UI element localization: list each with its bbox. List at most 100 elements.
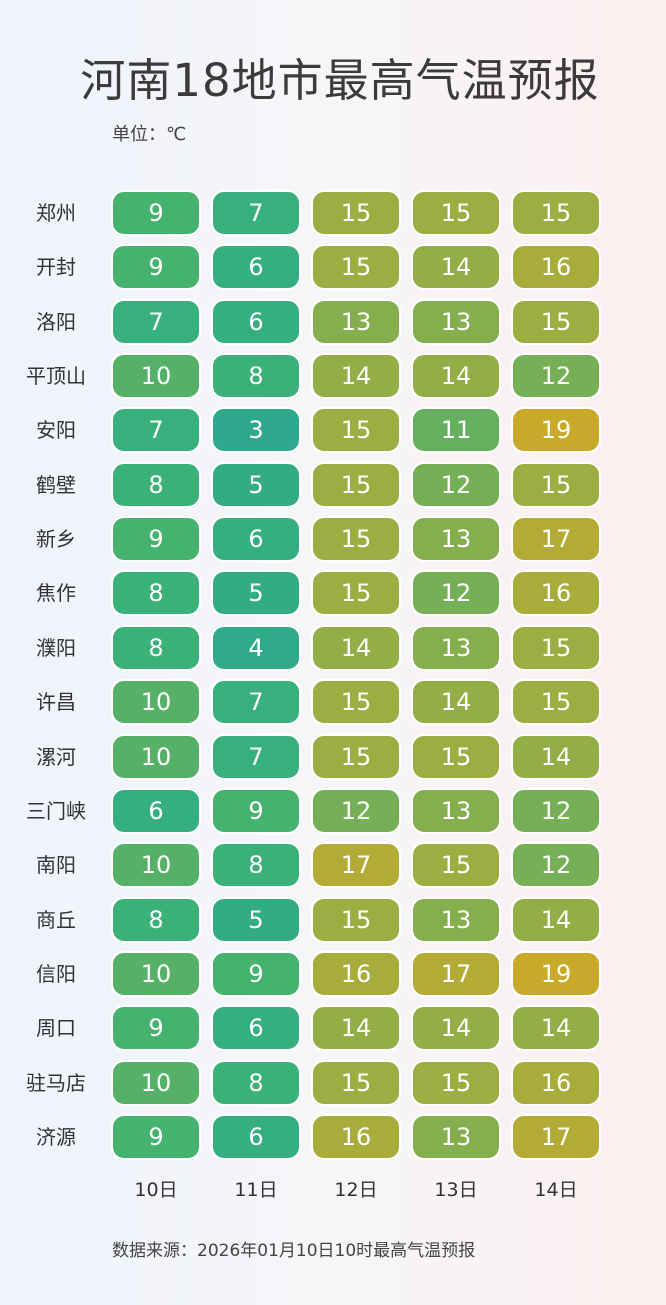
- heatmap-cell: 7: [211, 679, 301, 725]
- heatmap-cell: 14: [311, 353, 401, 399]
- heatmap-cell: 13: [411, 1114, 501, 1160]
- heatmap-cell: 17: [511, 516, 601, 562]
- city-label: 开封: [36, 255, 76, 279]
- heatmap-cell: 12: [511, 842, 601, 888]
- heatmap-cell: 6: [211, 244, 301, 290]
- heatmap-cell: 9: [211, 951, 301, 997]
- heatmap-cell: 10: [111, 734, 201, 780]
- heatmap-cell: 8: [111, 625, 201, 671]
- heatmap-cell: 8: [211, 1060, 301, 1106]
- city-label: 许昌: [36, 690, 76, 714]
- data-source-note: 数据来源：2026年01月10日10时最高气温预报: [112, 1241, 476, 1261]
- heatmap-cell: 10: [111, 679, 201, 725]
- heatmap-cell: 13: [411, 516, 501, 562]
- heatmap-cell: 14: [411, 353, 501, 399]
- heatmap-cell: 14: [511, 734, 601, 780]
- heatmap-cell: 9: [111, 516, 201, 562]
- heatmap-cell: 15: [311, 734, 401, 780]
- heatmap-cell: 8: [111, 897, 201, 943]
- heatmap-cell: 16: [511, 244, 601, 290]
- heatmap-cell: 12: [311, 788, 401, 834]
- heatmap-cell: 15: [311, 244, 401, 290]
- heatmap-cell: 5: [211, 570, 301, 616]
- heatmap-cell: 15: [311, 570, 401, 616]
- city-label: 漯河: [36, 745, 76, 769]
- heatmap-cell: 12: [411, 570, 501, 616]
- heatmap-cell: 9: [211, 788, 301, 834]
- city-label: 商丘: [36, 908, 76, 932]
- heatmap-cell: 8: [111, 462, 201, 508]
- heatmap-cell: 14: [311, 625, 401, 671]
- heatmap-cell: 14: [511, 1005, 601, 1051]
- heatmap-cell: 9: [111, 244, 201, 290]
- heatmap-cell: 15: [511, 299, 601, 345]
- heatmap-cell: 13: [411, 299, 501, 345]
- city-label: 郑州: [36, 201, 76, 225]
- heatmap-cell: 16: [311, 1114, 401, 1160]
- heatmap-cell: 15: [311, 516, 401, 562]
- heatmap-cell: 13: [411, 897, 501, 943]
- heatmap-cell: 12: [511, 788, 601, 834]
- heatmap-cell: 19: [511, 951, 601, 997]
- city-label: 平顶山: [26, 364, 86, 388]
- heatmap-cell: 15: [311, 1060, 401, 1106]
- heatmap-cell: 17: [511, 1114, 601, 1160]
- heatmap-cell: 4: [211, 625, 301, 671]
- heatmap-cell: 15: [311, 407, 401, 453]
- heatmap-cell: 15: [411, 1060, 501, 1106]
- heatmap-cell: 10: [111, 951, 201, 997]
- heatmap-cell: 15: [511, 625, 601, 671]
- heatmap-cell: 15: [311, 679, 401, 725]
- heatmap-cell: 12: [411, 462, 501, 508]
- heatmap-cell: 14: [411, 1005, 501, 1051]
- city-label: 济源: [36, 1125, 76, 1149]
- day-label: 12日: [334, 1179, 378, 1201]
- heatmap-cell: 16: [311, 951, 401, 997]
- heatmap-cell: 16: [511, 570, 601, 616]
- city-label: 新乡: [36, 527, 76, 551]
- city-label: 信阳: [36, 962, 76, 986]
- city-label: 三门峡: [26, 799, 86, 823]
- city-label: 南阳: [36, 853, 76, 877]
- heatmap-cell: 13: [311, 299, 401, 345]
- heatmap-cell: 16: [511, 1060, 601, 1106]
- heatmap-cell: 7: [211, 190, 301, 236]
- heatmap-cell: 9: [111, 1114, 201, 1160]
- city-label: 周口: [36, 1016, 76, 1040]
- heatmap-cell: 15: [411, 734, 501, 780]
- heatmap-cell: 15: [311, 190, 401, 236]
- heatmap-cell: 14: [311, 1005, 401, 1051]
- heatmap-cell: 5: [211, 897, 301, 943]
- heatmap-cell: 17: [311, 842, 401, 888]
- heatmap-cell: 8: [211, 353, 301, 399]
- heatmap-cell: 17: [411, 951, 501, 997]
- heatmap-cell: 7: [211, 734, 301, 780]
- heatmap-cell: 11: [411, 407, 501, 453]
- heatmap-cell: 19: [511, 407, 601, 453]
- heatmap-cell: 8: [211, 842, 301, 888]
- heatmap-cell: 6: [211, 299, 301, 345]
- heatmap-cell: 6: [111, 788, 201, 834]
- heatmap-cell: 8: [111, 570, 201, 616]
- heatmap-cell: 14: [411, 679, 501, 725]
- heatmap-cell: 13: [411, 625, 501, 671]
- day-label: 11日: [234, 1179, 278, 1201]
- heatmap-cell: 10: [111, 1060, 201, 1106]
- heatmap-cell: 7: [111, 407, 201, 453]
- heatmap-cell: 9: [111, 190, 201, 236]
- heatmap-cell: 15: [411, 190, 501, 236]
- heatmap-cell: 15: [511, 190, 601, 236]
- heatmap-cell: 3: [211, 407, 301, 453]
- heatmap-cell: 6: [211, 1005, 301, 1051]
- day-label: 14日: [534, 1179, 578, 1201]
- heatmap-cell: 10: [111, 842, 201, 888]
- city-label: 濮阳: [36, 636, 76, 660]
- heatmap-cell: 15: [311, 897, 401, 943]
- heatmap-cell: 6: [211, 516, 301, 562]
- city-label: 驻马店: [26, 1071, 86, 1095]
- heatmap-cell: 15: [311, 462, 401, 508]
- city-label: 洛阳: [36, 310, 76, 334]
- heatmap-cell: 12: [511, 353, 601, 399]
- city-label: 鹤壁: [36, 473, 76, 497]
